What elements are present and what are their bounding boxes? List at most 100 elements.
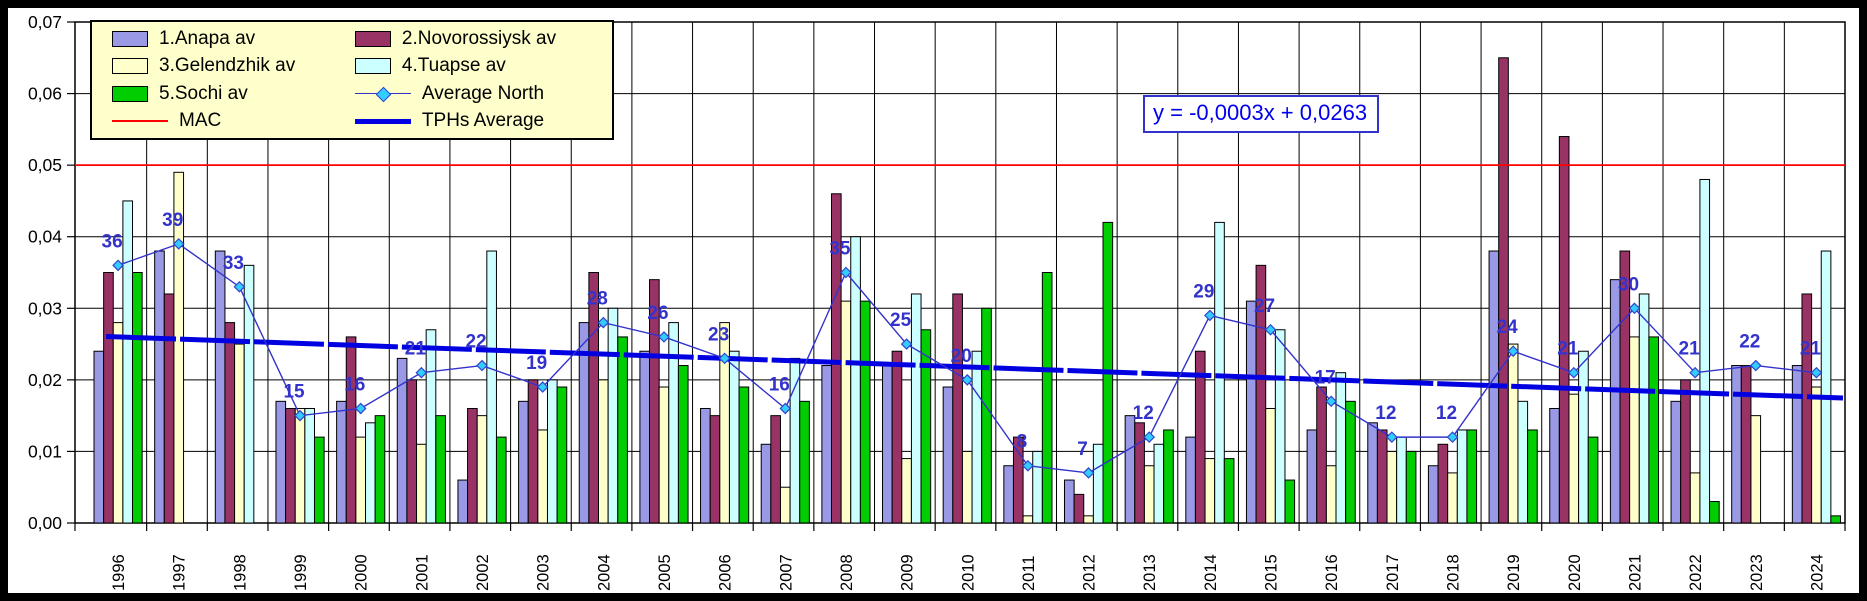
bar-sochi-2010[interactable]: [981, 307, 992, 524]
avg-north-marker-2007[interactable]: [779, 402, 792, 415]
bar-gelendzhik-2020[interactable]: [1568, 393, 1580, 524]
bar-anapa-2013[interactable]: [1124, 415, 1136, 524]
chart-legend[interactable]: 1.Anapa av 2.Novorossiysk av 3.Gelendzhi…: [90, 20, 614, 140]
avg-north-marker-2009[interactable]: [900, 338, 913, 350]
bar-tuapse-2010[interactable]: [971, 350, 983, 524]
bar-anapa-2021[interactable]: [1609, 279, 1621, 524]
bar-sochi-1996[interactable]: [132, 272, 143, 524]
bar-anapa-2009[interactable]: [882, 365, 893, 524]
legend-item-mac[interactable]: MAC: [112, 108, 355, 136]
bar-anapa-1999[interactable]: [275, 400, 287, 524]
avg-north-marker-1996[interactable]: [112, 259, 124, 272]
bar-anapa-2005[interactable]: [639, 350, 651, 524]
bar-anapa-1997[interactable]: [154, 250, 165, 524]
bar-sochi-2015[interactable]: [1284, 479, 1296, 524]
bar-sochi-2003[interactable]: [556, 386, 568, 524]
trend-equation-box[interactable]: y = -0,0003x + 0,0263: [1143, 95, 1380, 133]
bar-novorossiysk-2018[interactable]: [1437, 443, 1449, 524]
bar-novorossiysk-2006[interactable]: [709, 415, 721, 524]
bar-gelendzhik-2007[interactable]: [779, 486, 791, 524]
avg-north-marker-1997[interactable]: [172, 238, 185, 250]
bar-gelendzhik-2016[interactable]: [1325, 465, 1337, 524]
bar-gelendzhik-2024[interactable]: [1811, 386, 1822, 524]
bar-gelendzhik-2022[interactable]: [1689, 472, 1701, 524]
bar-novorossiysk-2007[interactable]: [770, 415, 781, 524]
bar-gelendzhik-2023[interactable]: [1750, 415, 1762, 524]
avg-north-marker-2003[interactable]: [536, 381, 549, 393]
bar-anapa-2002[interactable]: [457, 479, 469, 524]
avg-north-marker-2020[interactable]: [1567, 366, 1580, 379]
avg-north-marker-2014[interactable]: [1204, 309, 1216, 322]
bar-novorossiysk-2001[interactable]: [406, 379, 418, 524]
bar-gelendzhik-2002[interactable]: [476, 415, 488, 524]
avg-north-marker-2013[interactable]: [1143, 431, 1156, 443]
bar-gelendzhik-2021[interactable]: [1629, 336, 1640, 524]
bar-tuapse-2017[interactable]: [1396, 436, 1407, 524]
bar-novorossiysk-2016[interactable]: [1316, 386, 1327, 524]
bar-tuapse-2001[interactable]: [425, 329, 437, 524]
bar-novorossiysk-1998[interactable]: [224, 322, 236, 524]
bar-tuapse-1998[interactable]: [243, 264, 255, 524]
bar-tuapse-2007[interactable]: [789, 357, 801, 524]
avg-north-marker-2001[interactable]: [415, 366, 428, 379]
bar-tuapse-2002[interactable]: [486, 250, 497, 524]
bar-anapa-2008[interactable]: [821, 365, 832, 524]
bar-tuapse-2003[interactable]: [546, 379, 558, 524]
bar-gelendzhik-1998[interactable]: [234, 343, 245, 524]
bar-novorossiysk-2000[interactable]: [345, 336, 357, 524]
bar-gelendzhik-2001[interactable]: [416, 443, 427, 524]
bar-tuapse-1996[interactable]: [122, 200, 134, 524]
bar-anapa-2024[interactable]: [1791, 365, 1803, 524]
avg-north-marker-1998[interactable]: [233, 280, 246, 293]
bar-gelendzhik-2017[interactable]: [1386, 450, 1398, 524]
bar-novorossiysk-2002[interactable]: [467, 407, 478, 524]
bar-anapa-2018[interactable]: [1427, 465, 1439, 524]
avg-north-marker-2022[interactable]: [1689, 366, 1701, 379]
avg-north-marker-2008[interactable]: [840, 266, 852, 279]
bar-sochi-2001[interactable]: [435, 415, 446, 524]
bar-gelendzhik-2009[interactable]: [901, 458, 912, 524]
bar-tuapse-2014[interactable]: [1214, 221, 1225, 524]
bar-sochi-2017[interactable]: [1405, 450, 1417, 524]
avg-north-marker-2011[interactable]: [1022, 459, 1034, 472]
bar-anapa-2014[interactable]: [1185, 436, 1196, 524]
legend-item-average-north[interactable]: Average North: [354, 80, 610, 108]
bar-sochi-2016[interactable]: [1345, 400, 1356, 524]
bar-tuapse-2015[interactable]: [1274, 329, 1286, 524]
bar-gelendzhik-2004[interactable]: [598, 379, 609, 524]
avg-north-marker-2019[interactable]: [1507, 345, 1519, 358]
bar-novorossiysk-1996[interactable]: [103, 272, 114, 524]
legend-item-novorossiysk[interactable]: 2.Novorossiysk av: [354, 25, 610, 53]
avg-north-marker-2012[interactable]: [1082, 467, 1095, 479]
bar-gelendzhik-2013[interactable]: [1143, 465, 1155, 524]
bar-anapa-2006[interactable]: [700, 407, 711, 524]
bar-sochi-2011[interactable]: [1041, 272, 1053, 524]
bar-gelendzhik-2015[interactable]: [1265, 407, 1276, 524]
bar-anapa-2017[interactable]: [1367, 422, 1378, 524]
bar-gelendzhik-2000[interactable]: [355, 436, 367, 524]
bar-anapa-2000[interactable]: [336, 400, 347, 524]
bar-sochi-2007[interactable]: [799, 400, 810, 524]
bar-sochi-2018[interactable]: [1466, 429, 1478, 524]
bar-anapa-1996[interactable]: [93, 350, 105, 524]
avg-north-marker-2016[interactable]: [1325, 395, 1338, 408]
bar-tuapse-2011[interactable]: [1032, 450, 1043, 524]
bar-gelendzhik-2005[interactable]: [658, 386, 670, 524]
bar-tuapse-2024[interactable]: [1820, 250, 1832, 524]
bar-novorossiysk-2009[interactable]: [891, 350, 903, 524]
avg-north-marker-1999[interactable]: [294, 409, 306, 422]
bar-tuapse-2005[interactable]: [668, 322, 679, 524]
bar-tuapse-2021[interactable]: [1638, 293, 1650, 524]
avg-north-marker-2006[interactable]: [718, 352, 731, 365]
bar-tuapse-2020[interactable]: [1578, 350, 1589, 524]
legend-item-tphs-average[interactable]: TPHs Average: [354, 108, 610, 136]
legend-item-gelendzhik[interactable]: 3.Gelendzhik av: [112, 53, 355, 81]
bar-novorossiysk-2011[interactable]: [1012, 436, 1024, 524]
avg-north-marker-2024[interactable]: [1810, 366, 1823, 379]
bar-sochi-2006[interactable]: [738, 386, 750, 524]
legend-item-sochi[interactable]: 5.Sochi av: [112, 80, 355, 108]
bar-sochi-2020[interactable]: [1587, 436, 1599, 524]
avg-north-marker-2002[interactable]: [476, 359, 488, 372]
bar-novorossiysk-2022[interactable]: [1680, 379, 1691, 524]
bar-anapa-2016[interactable]: [1306, 429, 1318, 524]
